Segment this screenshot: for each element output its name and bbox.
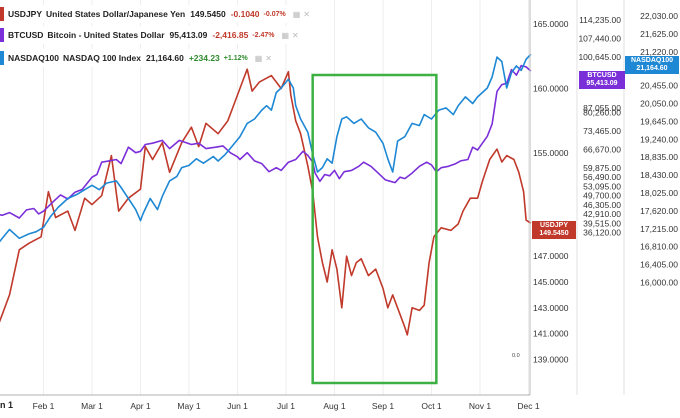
nasdaq-tick-label: 20,455.00 bbox=[640, 81, 678, 91]
legend-name: United States Dollar/Japanese Yen bbox=[46, 9, 186, 19]
chart-settings-icon[interactable]: ▦ bbox=[292, 9, 301, 19]
legend-row-nasdaq100[interactable]: NASDAQ100 NASDAQ 100 Index 21,164.60 +23… bbox=[0, 49, 272, 67]
tag-price: 149.5450 bbox=[539, 230, 569, 237]
usdjpy-tick-label: 147.0000 bbox=[533, 251, 569, 261]
close-icon[interactable]: ✕ bbox=[303, 9, 310, 19]
btcusd-tick-label: 80,260.00 bbox=[583, 108, 621, 118]
x-tick-label: Mar 1 bbox=[81, 401, 103, 411]
legend-symbol: USDJPY bbox=[8, 9, 43, 19]
legend-symbol: BTCUSD bbox=[8, 30, 44, 40]
nasdaq-tick-label: 22,030.00 bbox=[640, 11, 678, 21]
nasdaq-tick-label: 16,810.00 bbox=[640, 242, 678, 252]
zero-label: 0.0 bbox=[512, 353, 520, 359]
legend-last: 149.5450 bbox=[190, 9, 226, 19]
nasdaq-axis: 22,030.0021,625.0021,220.0020,860.0020,4… bbox=[640, 11, 678, 288]
nasdaq-tick-label: 19,645.00 bbox=[640, 116, 678, 126]
legend-change-pct: -2.47% bbox=[252, 31, 275, 39]
btcusd-tick-label: 73,465.00 bbox=[583, 126, 621, 136]
legend-last: 21,164.60 bbox=[145, 53, 184, 63]
tag-price: 21,164.60 bbox=[636, 65, 668, 72]
legend-change: +234.23 bbox=[188, 53, 220, 63]
corner-label: n 1 bbox=[0, 400, 14, 410]
x-tick-label: Sep 1 bbox=[372, 401, 394, 411]
nasdaq-tick-label: 19,240.00 bbox=[640, 134, 678, 144]
btcusd-swatch bbox=[0, 28, 4, 42]
nasdaq-swatch bbox=[0, 51, 4, 65]
legend-row-usdjpy[interactable]: USDJPY United States Dollar/Japanese Yen… bbox=[0, 5, 310, 23]
nasdaq-tick-label: 18,430.00 bbox=[640, 170, 678, 180]
usdjpy-tick-label: 145.0000 bbox=[533, 277, 569, 287]
tag-symbol: NASDAQ100 bbox=[630, 57, 673, 64]
chart-settings-icon[interactable]: ▦ bbox=[254, 53, 263, 63]
close-icon[interactable]: ✕ bbox=[265, 53, 272, 63]
nasdaq-tick-label: 21,220.00 bbox=[640, 47, 678, 57]
nasdaq-tick-label: 18,025.00 bbox=[640, 188, 678, 198]
nasdaq-tick-label: 16,000.00 bbox=[640, 278, 678, 288]
x-axis-ticks: Feb 1 Mar 1 Apr 1 May 1 Jun 1 Jul 1 Aug 1 Sep 1… bbox=[33, 401, 540, 411]
highlight-box bbox=[311, 73, 438, 385]
x-tick-label: Apr 1 bbox=[130, 401, 151, 411]
btcusd-tick-label: 53,095.00 bbox=[583, 181, 621, 191]
btcusd-tick-label: 87,055.00 bbox=[583, 103, 621, 113]
legend-name: NASDAQ 100 Index bbox=[63, 53, 141, 63]
nasdaq-line bbox=[0, 53, 532, 243]
usdjpy-tick-label: 165.0000 bbox=[533, 19, 569, 29]
x-tick-label: Jun 1 bbox=[227, 401, 248, 411]
usdjpy-axis: 165.0000 160.0000 155.0000 147.0000 145.0000… bbox=[533, 19, 569, 364]
usdjpy-tick-label: 143.0000 bbox=[533, 303, 569, 313]
nasdaq-tick-label: 17,215.00 bbox=[640, 224, 678, 234]
usdjpy-tick-label: 160.0000 bbox=[533, 84, 569, 94]
legend-change: -2,416.85 bbox=[212, 30, 249, 40]
x-tick-label: Aug 1 bbox=[323, 401, 345, 411]
legend-symbol: NASDAQ100 bbox=[8, 53, 60, 63]
btcusd-tick-label: 59,875.00 bbox=[583, 163, 621, 173]
btcusd-price-tag: BTCUSD 95,413.09 bbox=[579, 71, 625, 89]
tag-price: 95,413.09 bbox=[586, 80, 618, 87]
x-tick-label: May 1 bbox=[177, 401, 200, 411]
legend-change: -0.1040 bbox=[230, 9, 260, 19]
btcusd-tick-label: 49,700.00 bbox=[583, 191, 621, 201]
nasdaq-tick-label: 17,620.00 bbox=[640, 206, 678, 216]
usdjpy-swatch bbox=[0, 7, 4, 21]
x-tick-label: Dec 1 bbox=[517, 401, 539, 411]
x-tick-label: Nov 1 bbox=[469, 401, 491, 411]
btcusd-tick-label: 39,515.00 bbox=[583, 218, 621, 228]
nasdaq-tick-label: 20,050.00 bbox=[640, 99, 678, 109]
btcusd-tick-label: 36,120.00 bbox=[583, 228, 621, 238]
x-tick-label: Oct 1 bbox=[421, 401, 442, 411]
btcusd-axis: 114,235.00 107,440.00 100,645.00 80,260.00 7… bbox=[578, 15, 621, 238]
nasdaq-tick-label: 16,405.00 bbox=[640, 260, 678, 270]
legend-row-btcusd[interactable]: BTCUSD Bitcoin - United States Dollar 95… bbox=[0, 26, 299, 44]
nasdaq-tick-label: 21,625.00 bbox=[640, 29, 678, 39]
btcusd-tick-label: 46,305.00 bbox=[583, 200, 621, 210]
tag-symbol: BTCUSD bbox=[587, 72, 617, 79]
legend-change-pct: -0.07% bbox=[263, 10, 286, 18]
chart-settings-icon[interactable]: ▦ bbox=[281, 30, 290, 40]
x-tick-label: Jul 1 bbox=[277, 401, 295, 411]
nasdaq-tick-label: 18,835.00 bbox=[640, 152, 678, 162]
legend-change-pct: +1.12% bbox=[223, 54, 248, 62]
close-icon[interactable]: ✕ bbox=[292, 30, 299, 40]
usdjpy-tick-label: 139.0000 bbox=[533, 354, 569, 364]
btcusd-tick-label: 114,235.00 bbox=[579, 15, 621, 25]
legend-last: 95,413.09 bbox=[169, 30, 208, 40]
usdjpy-price-tag: USDJPY 149.5450 bbox=[532, 221, 576, 239]
x-tick-label: Feb 1 bbox=[33, 401, 55, 411]
tag-symbol: USDJPY bbox=[539, 222, 568, 229]
btcusd-tick-label: 100,645.00 bbox=[578, 52, 621, 62]
legend-name: Bitcoin - United States Dollar bbox=[47, 30, 165, 40]
btcusd-tick-label: 42,910.00 bbox=[583, 209, 621, 219]
btcusd-tick-label: 56,490.00 bbox=[583, 172, 621, 182]
usdjpy-tick-label: 141.0000 bbox=[533, 329, 569, 339]
btcusd-tick-label: 107,440.00 bbox=[578, 34, 621, 44]
btcusd-tick-label: 66,670.00 bbox=[583, 145, 621, 155]
usdjpy-tick-label: 155.0000 bbox=[533, 148, 569, 158]
nasdaq-price-tag: NASDAQ100 21,164.60 bbox=[625, 56, 679, 74]
btcusd-line bbox=[0, 64, 532, 219]
